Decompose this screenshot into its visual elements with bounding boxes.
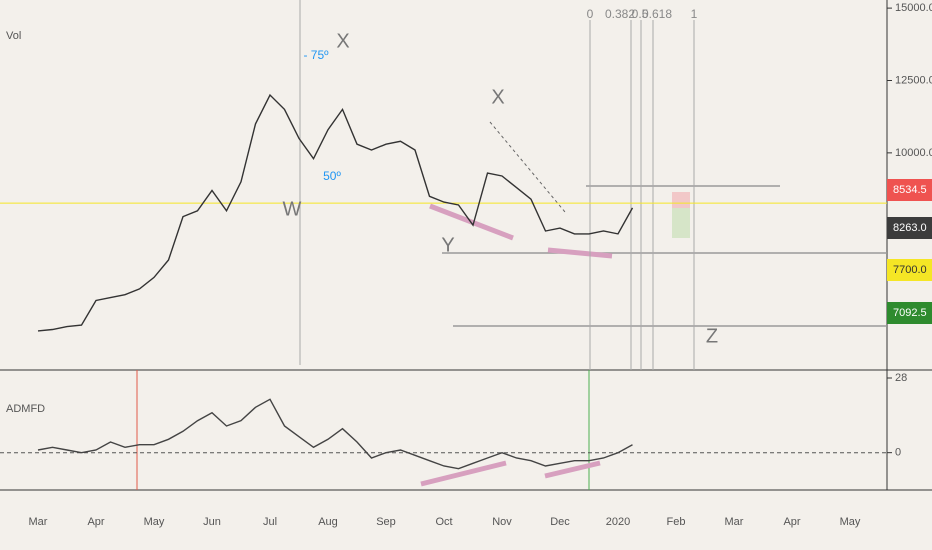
annotation: - 75º [303, 48, 329, 62]
position-box [672, 208, 690, 238]
y-tick-label: 12500.0 [895, 74, 932, 86]
x-tick-label: Mar [29, 516, 48, 528]
annotation: X [336, 30, 349, 52]
trend-line [547, 247, 613, 259]
trend-line [544, 460, 601, 479]
annotation: Y [441, 234, 454, 256]
series-line [37, 398, 633, 470]
y-tick-label: 28 [895, 372, 907, 384]
drawings [0, 0, 887, 487]
price-badge [887, 217, 932, 239]
pane-label: Vol [6, 30, 21, 42]
price-badge-label: 7092.5 [893, 307, 927, 319]
x-tick-label: Dec [550, 516, 570, 528]
x-tick-label: Aug [318, 516, 338, 528]
x-tick-label: Mar [725, 516, 744, 528]
x-tick-label: 2020 [606, 516, 630, 528]
annotation: 0.5 [632, 7, 649, 21]
x-tick-label: Apr [87, 516, 104, 528]
annotation: W [283, 198, 302, 220]
x-tick-label: Sep [376, 516, 396, 528]
position-box [672, 192, 690, 208]
annotation: 0 [587, 7, 594, 21]
x-tick-label: Jul [263, 516, 277, 528]
annotation: 0.382 [605, 7, 635, 21]
series-line [37, 93, 634, 332]
x-tick-label: Feb [667, 516, 686, 528]
x-tick-label: Nov [492, 516, 512, 528]
y-tick-label: 10000.0 [895, 147, 932, 159]
annotation: 0.618 [642, 7, 672, 21]
annotation: X [491, 86, 504, 108]
price-badge [887, 259, 932, 281]
x-tick-label: Oct [435, 516, 452, 528]
x-tick-label: Apr [783, 516, 800, 528]
x-tick-label: May [840, 516, 861, 528]
pane-label: ADMFD [6, 403, 45, 415]
annotation: Z [706, 325, 718, 347]
price-badge-label: 7700.0 [893, 264, 927, 276]
annotation: 50º [323, 169, 341, 183]
x-tick-label: May [144, 516, 165, 528]
trend-line [420, 460, 507, 487]
y-tick-label: 0 [895, 447, 901, 459]
price-badge [887, 302, 932, 324]
price-badge-label: 8263.0 [893, 222, 927, 234]
price-badge [887, 179, 932, 201]
x-tick-label: Jun [203, 516, 221, 528]
y-tick-label: 15000.0 [895, 2, 932, 14]
annotation: 1 [691, 7, 698, 21]
price-badge-label: 8534.5 [893, 184, 927, 196]
trend-line [489, 121, 566, 213]
